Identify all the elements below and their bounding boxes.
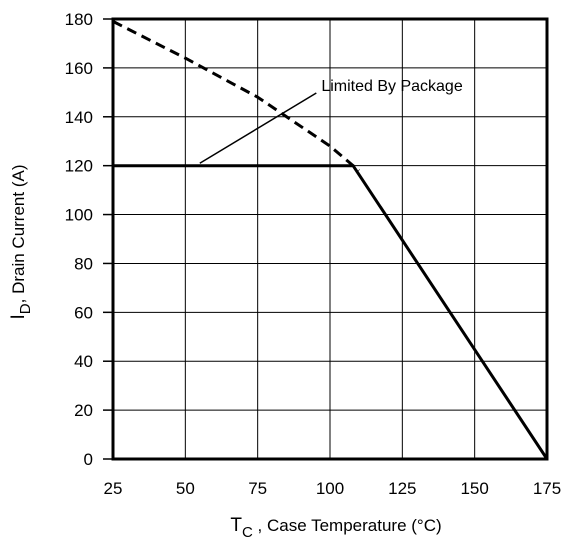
y-tick-label: 140 [65,108,93,127]
x-axis-label: TC , Case Temperature (°C) [230,515,441,541]
y-tick-label: 180 [65,10,93,29]
y-tick-label: 120 [65,157,93,176]
tick-labels: 25 50 75 100 125 150 175 0 20 40 60 80 100 120 140 160 1… [65,10,562,498]
y-tick-label: 80 [74,254,93,273]
annotation-label: Limited By Package [321,78,463,95]
y-tick-label: 20 [74,401,93,420]
x-axis-label-main: T [230,515,242,536]
y-tick-label: 40 [74,352,93,371]
y-axis-label-rest: , Drain Current (A) [9,165,28,304]
plot-frame [111,17,549,461]
y-axis-label-sub: D [17,303,34,314]
x-tick-label: 75 [248,479,267,498]
y-axis-label-main: I [8,314,29,319]
x-tick-label: 50 [176,479,195,498]
y-tick-label: 0 [84,450,93,469]
x-axis-label-sub: C [242,524,253,541]
x-axis-label-rest: , Case Temperature (°C) [253,516,442,535]
x-tick-label: 175 [533,479,561,498]
y-tick-label: 100 [65,206,93,225]
y-tick-label: 160 [65,59,93,78]
x-tick-label: 100 [316,479,344,498]
tick-marks [103,18,113,460]
x-tick-label: 125 [388,479,416,498]
dashed-series-line [112,20,360,172]
y-tick-label: 60 [74,303,93,322]
solid-series-line [113,164,549,460]
annotation-leader-line [199,92,317,164]
y-axis-label: ID, Drain Current (A) [8,165,34,320]
annotations: Limited By Package [199,78,463,164]
x-tick-label: 25 [104,479,123,498]
data-series [112,20,549,460]
x-tick-label: 150 [460,479,488,498]
